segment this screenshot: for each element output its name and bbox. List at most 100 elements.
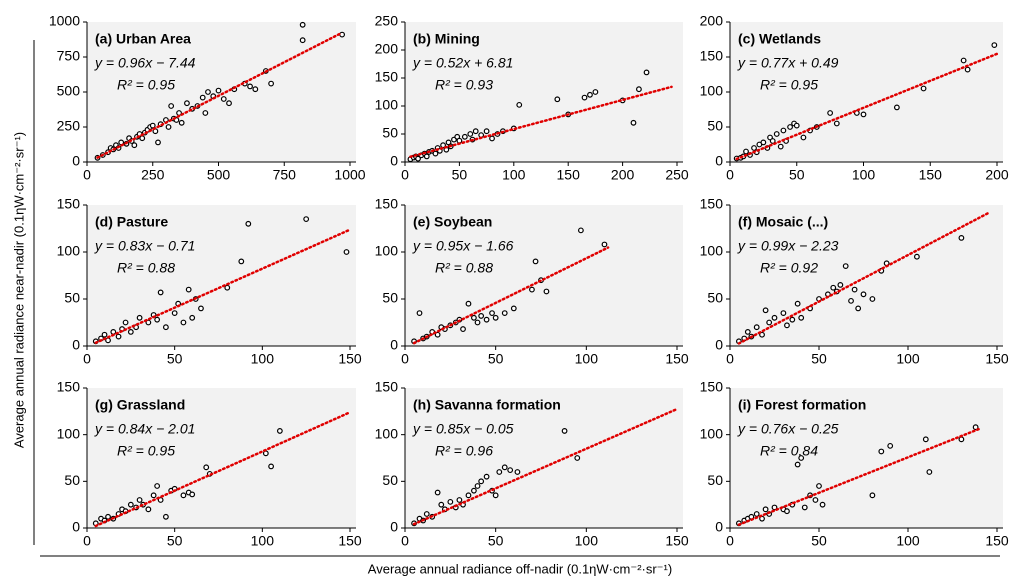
point xyxy=(171,310,178,317)
point xyxy=(771,314,778,321)
point xyxy=(855,305,862,312)
x-tick-label: 150 xyxy=(338,351,362,367)
point xyxy=(465,300,472,307)
point xyxy=(753,324,760,331)
point xyxy=(574,455,581,461)
point xyxy=(630,119,637,126)
y-tick-label: 150 xyxy=(375,196,399,212)
point xyxy=(149,122,156,129)
point xyxy=(851,286,858,293)
point xyxy=(483,316,490,323)
point xyxy=(964,66,971,73)
r-squared: R² = 0.92 xyxy=(760,260,818,276)
point xyxy=(136,314,143,321)
point xyxy=(299,37,306,44)
trendline xyxy=(412,407,679,526)
point xyxy=(577,227,584,234)
x-tick-label: 150 xyxy=(665,533,689,549)
point xyxy=(139,135,146,142)
point xyxy=(920,85,927,92)
point xyxy=(561,428,568,434)
y-tick-label: 0 xyxy=(72,153,80,169)
trendline xyxy=(94,411,352,528)
point xyxy=(960,57,967,64)
point xyxy=(869,492,876,499)
y-tick-label: 100 xyxy=(700,243,724,259)
point xyxy=(780,310,787,317)
point xyxy=(751,145,757,151)
trendline xyxy=(96,32,341,159)
point xyxy=(423,153,430,160)
point xyxy=(145,319,152,326)
point xyxy=(759,331,765,338)
point xyxy=(154,483,161,489)
point xyxy=(784,322,790,329)
x-tick-label: 0 xyxy=(401,351,409,367)
y-tick-label: 100 xyxy=(57,425,81,441)
point xyxy=(122,319,129,326)
y-tick-label: 0 xyxy=(72,337,80,353)
point xyxy=(492,492,499,499)
point xyxy=(189,314,196,321)
point xyxy=(958,234,965,241)
point xyxy=(215,87,222,94)
point xyxy=(456,497,463,503)
trend-equation: y = 0.52x + 6.81 xyxy=(412,55,513,71)
x-tick-label: 50 xyxy=(811,533,827,549)
y-tick-label: 250 xyxy=(57,118,81,134)
x-tick-label: 150 xyxy=(919,167,943,183)
y-tick-label: 0 xyxy=(72,519,80,535)
y-tick-label: 0 xyxy=(390,153,398,169)
point xyxy=(860,291,867,298)
point xyxy=(202,110,209,116)
trend-equation: y = 0.77x + 0.49 xyxy=(737,55,839,71)
point xyxy=(303,216,310,223)
y-tick-label: 50 xyxy=(382,125,398,141)
point xyxy=(789,316,796,323)
point xyxy=(801,504,808,511)
point xyxy=(842,263,849,270)
point xyxy=(483,128,490,135)
point xyxy=(339,31,346,38)
point xyxy=(247,83,253,90)
point xyxy=(496,469,503,475)
panel: 0 50 100 150 0 50 100 150 (f) Mosaic (...) y = 0.… xyxy=(700,196,1009,367)
point xyxy=(472,128,479,135)
y-tick-label: 150 xyxy=(57,196,81,212)
point xyxy=(416,310,423,317)
trend-equation: y = 0.99x − 2.23 xyxy=(737,238,839,254)
y-tick-label: 0 xyxy=(715,519,723,535)
x-tick-label: 200 xyxy=(611,167,635,183)
point xyxy=(343,249,350,255)
x-tick-label: 0 xyxy=(83,351,91,367)
y-tick-label: 200 xyxy=(375,41,399,57)
trend-equation: y = 0.84x − 2.01 xyxy=(94,421,195,437)
point xyxy=(460,326,466,332)
point xyxy=(127,501,134,508)
point xyxy=(447,498,454,505)
point xyxy=(415,155,421,162)
y-tick-label: 100 xyxy=(375,243,399,259)
x-tick-label: 150 xyxy=(338,533,362,549)
point xyxy=(922,436,929,443)
x-tick-label: 0 xyxy=(726,533,734,549)
point xyxy=(489,310,495,317)
point xyxy=(777,143,784,150)
x-tick-label: 500 xyxy=(207,167,231,183)
y-tick-label: 50 xyxy=(64,472,80,488)
y-tick-label: 150 xyxy=(375,379,399,395)
point xyxy=(165,124,172,130)
y-tick-label: 150 xyxy=(375,69,399,85)
panel: 0 50 100 150 0 50 100 150 (e) Soybean y = 0.95x −… xyxy=(375,196,689,367)
point xyxy=(471,487,477,494)
point xyxy=(168,103,175,109)
point xyxy=(434,331,441,338)
point xyxy=(145,506,152,513)
y-tick-label: 750 xyxy=(57,48,81,64)
point xyxy=(972,424,979,431)
x-tick-label: 0 xyxy=(83,167,91,183)
x-tick-label: 1000 xyxy=(334,167,365,183)
point xyxy=(516,101,523,108)
x-tick-label: 100 xyxy=(896,351,920,367)
